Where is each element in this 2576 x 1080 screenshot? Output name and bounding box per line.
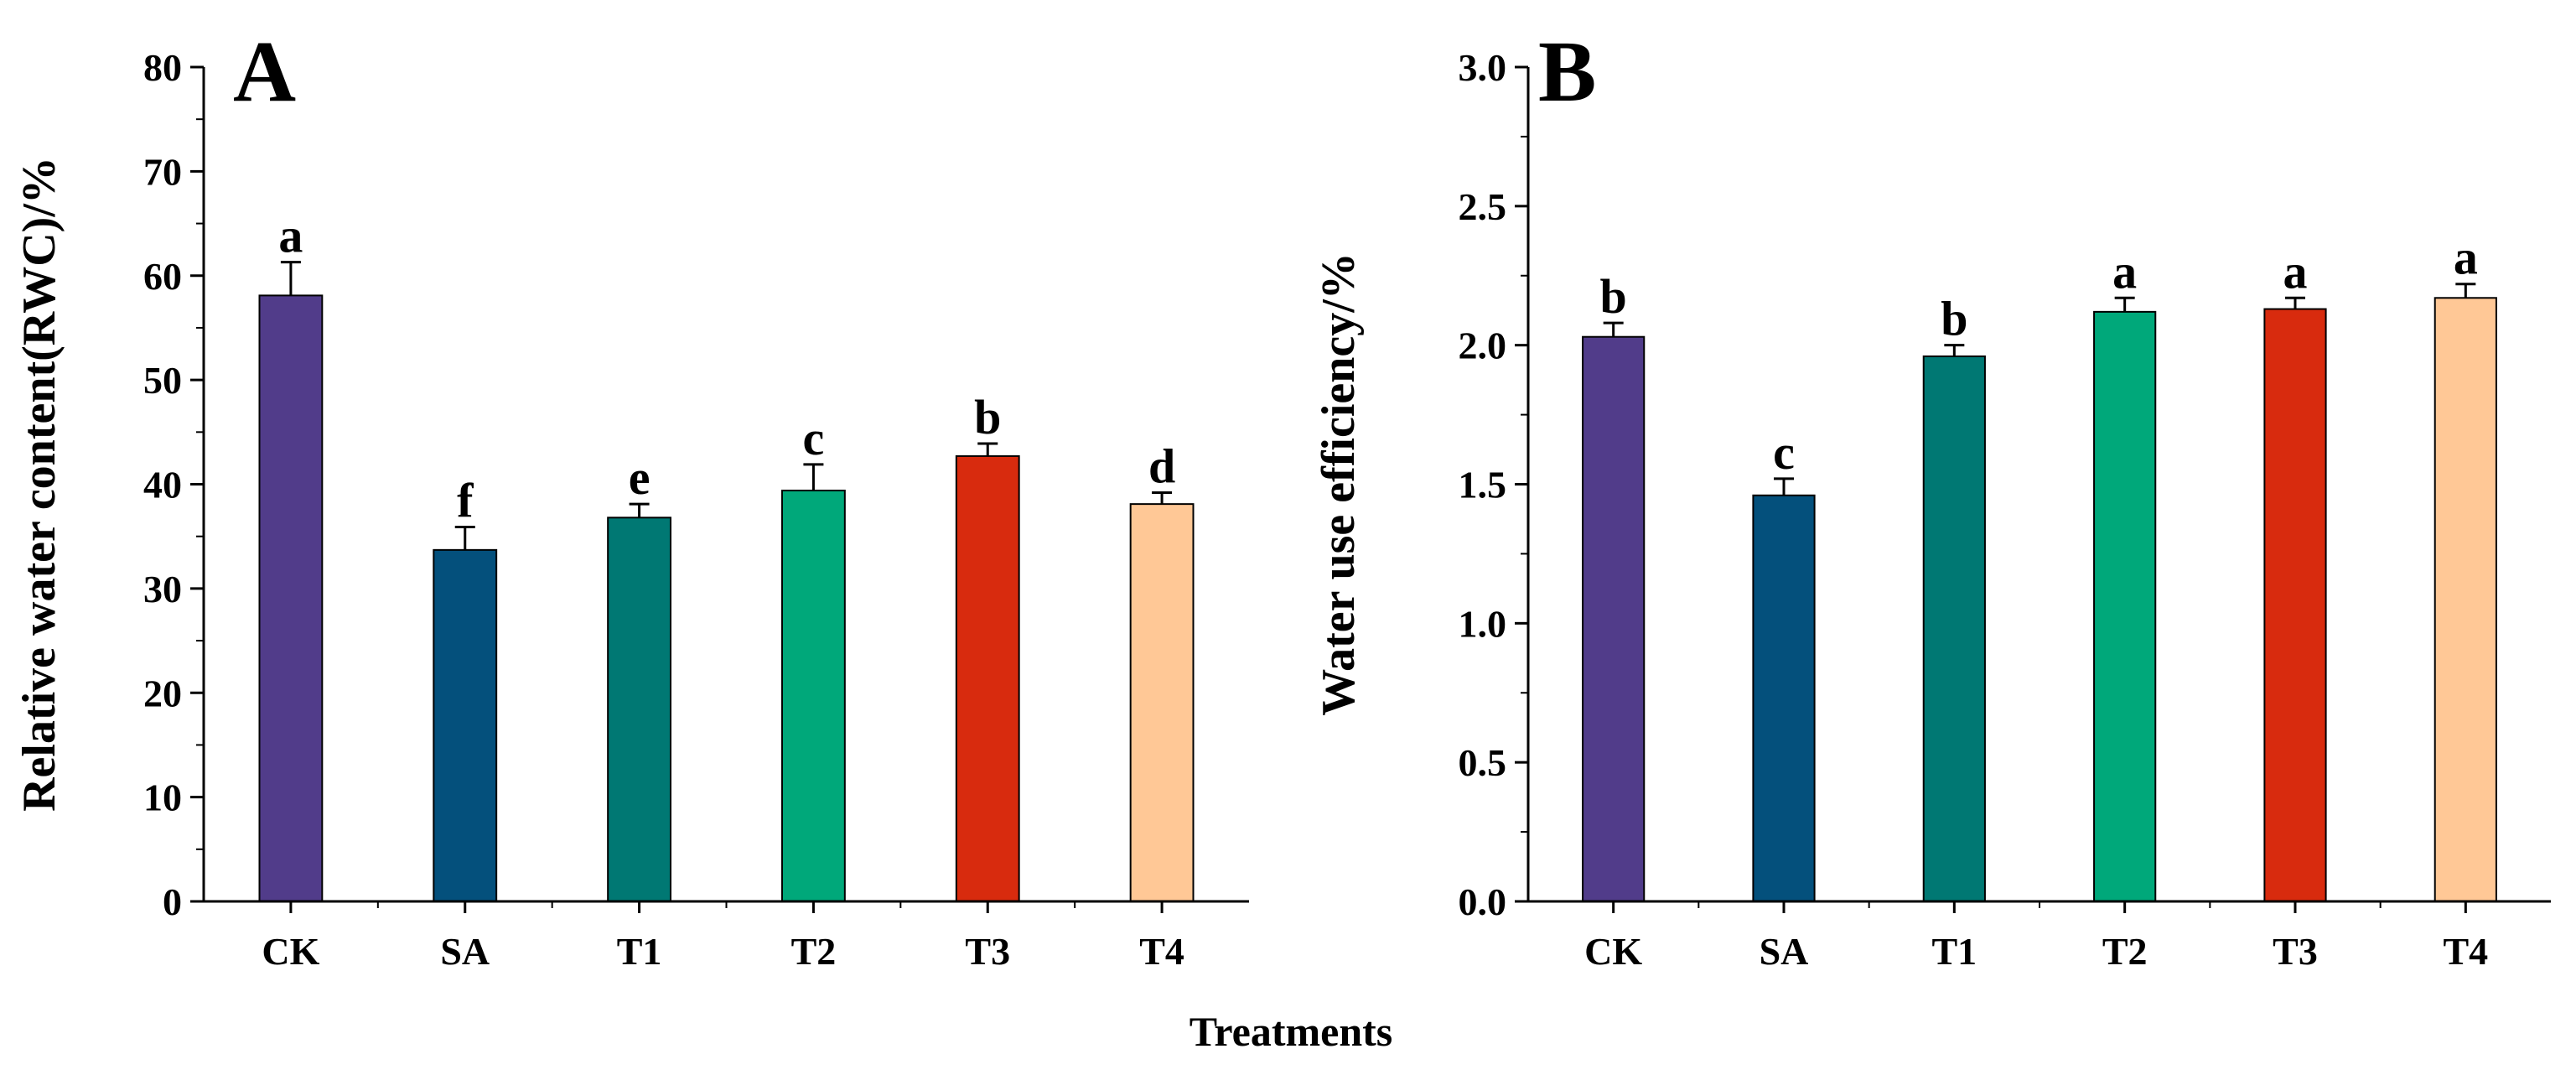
- panel-label: B: [1538, 23, 1596, 120]
- bar-sa: [433, 548, 498, 902]
- x-tick-label-t1: T1: [1931, 930, 1977, 973]
- significance-label-t1: b: [1941, 292, 1967, 346]
- x-tick-label-t3: T3: [965, 930, 1010, 973]
- bar-sa: [1752, 494, 1816, 902]
- bar-ck: [1582, 335, 1646, 902]
- x-tick-label-ck: CK: [1584, 930, 1642, 973]
- x-tick-label-t2: T2: [791, 930, 837, 973]
- bar-t1: [1922, 355, 1986, 902]
- y-tick-label: 0.5: [1459, 741, 1507, 784]
- y-tick-label: 20: [143, 672, 182, 714]
- significance-label-t1: e: [629, 450, 650, 505]
- bar-ck: [258, 294, 324, 903]
- panel-b-water-use-efficiency: b CK c SA b T1 a T2 a T3 a T4 0.0 0.5 1.0 1.5 2.0 2.5 3.0 W…: [1313, 23, 2551, 973]
- significance-label-t2: c: [803, 411, 825, 465]
- significance-label-t4: a: [2454, 231, 2478, 285]
- x-tick-label-t2: T2: [2102, 930, 2148, 973]
- x-tick-label-t4: T4: [2443, 930, 2488, 973]
- y-tick-label: 2.5: [1459, 185, 1507, 228]
- significance-label-t2: a: [2112, 244, 2137, 299]
- y-tick-label: 0: [163, 880, 182, 923]
- bar-t3: [2263, 308, 2327, 902]
- panel-label: A: [233, 23, 296, 120]
- x-tick-label-sa: SA: [440, 930, 490, 973]
- x-tick-label-ck: CK: [262, 930, 319, 973]
- shared-x-axis-title: Treatments: [1190, 1008, 1393, 1055]
- bar-t2: [2093, 310, 2157, 903]
- y-tick-label: 50: [143, 359, 182, 402]
- significance-label-sa: f: [457, 473, 474, 527]
- bar-t4: [2433, 297, 2497, 902]
- bar-t1: [607, 517, 671, 902]
- bar-t4: [1129, 503, 1195, 902]
- panel-a-relative-water-content: a CK f SA e T1 c T2 b T3 d T4 0 10 20 30 40 50 60 70 80 Relat…: [13, 23, 1249, 973]
- significance-label-t3: a: [2283, 244, 2308, 299]
- x-tick-label-sa: SA: [1760, 930, 1809, 973]
- y-tick-label: 30: [143, 568, 182, 610]
- y-tick-label: 1.5: [1459, 464, 1507, 506]
- x-tick-label-t1: T1: [617, 930, 662, 973]
- y-axis-title: Relative water content(RWC)/%: [13, 157, 65, 812]
- bar-t2: [781, 489, 846, 903]
- y-tick-label: 70: [143, 150, 182, 193]
- y-tick-label: 40: [143, 464, 182, 506]
- significance-label-sa: c: [1773, 425, 1795, 480]
- y-axis-title: Water use efficiency/%: [1313, 252, 1365, 716]
- significance-label-ck: a: [278, 209, 303, 263]
- x-tick-label-t3: T3: [2273, 930, 2318, 973]
- y-tick-label: 10: [143, 776, 182, 819]
- y-tick-label: 0.0: [1459, 880, 1507, 923]
- y-tick-label: 2.0: [1459, 325, 1507, 367]
- y-tick-label: 80: [143, 46, 182, 89]
- y-tick-label: 3.0: [1459, 46, 1507, 89]
- x-tick-label-t4: T4: [1139, 930, 1184, 973]
- significance-label-t4: d: [1148, 439, 1175, 493]
- significance-label-ck: b: [1600, 269, 1627, 324]
- y-tick-label: 60: [143, 255, 182, 298]
- bar-t3: [955, 454, 1020, 902]
- y-tick-label: 1.0: [1459, 602, 1507, 645]
- significance-label-t3: b: [974, 390, 1001, 444]
